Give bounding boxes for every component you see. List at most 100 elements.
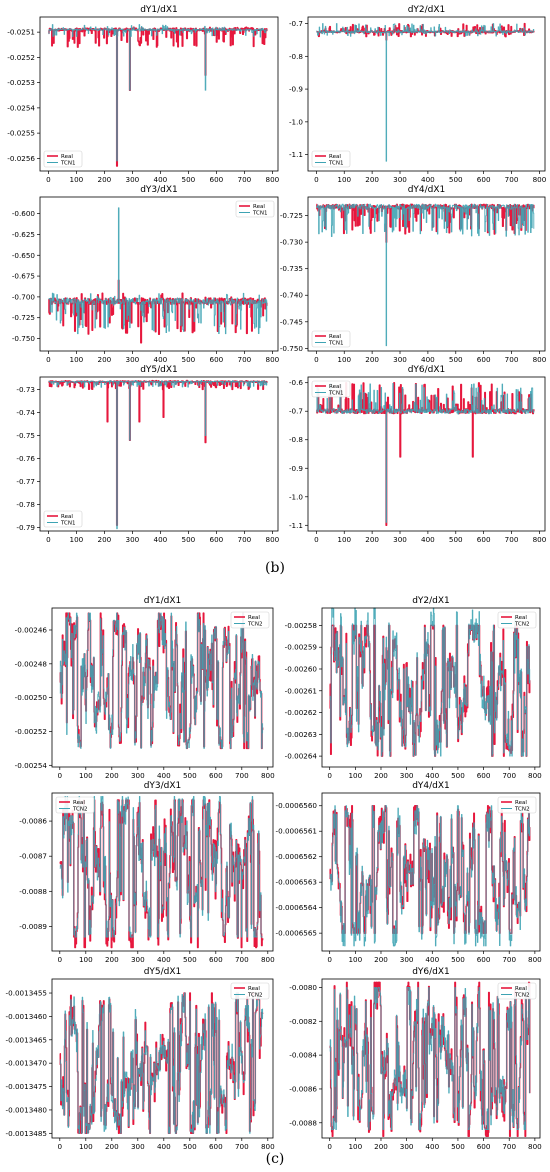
chart-b-2: dY2/dX1 0 100 200 300 400 500 600 700 800 -0.7 -0.8… <box>289 5 547 184</box>
y-tick-label: -0.00262 <box>285 708 317 717</box>
axes-frame <box>321 792 541 952</box>
x-tick-label: 100 <box>348 1142 362 1151</box>
y-tick-label: -0.750 <box>12 334 36 343</box>
x-tick-label: 200 <box>365 355 379 364</box>
y-tick-label: -0.9 <box>289 464 303 473</box>
x-tick-label: 300 <box>131 771 145 780</box>
x-tick-label: 500 <box>183 1142 197 1151</box>
x-tick-label: 200 <box>374 771 388 780</box>
y-tick-label: -0.76 <box>16 454 35 463</box>
x-tick-label: 400 <box>421 535 435 544</box>
series-line-real <box>329 624 531 757</box>
y-tick-label: -0.0080 <box>289 983 317 992</box>
x-tick-label: 300 <box>126 355 140 364</box>
x-tick-label: 400 <box>425 955 439 964</box>
x-tick-label: 0 <box>46 535 51 544</box>
x-tick-label: 100 <box>70 355 84 364</box>
y-tick-label: -0.650 <box>12 251 36 260</box>
x-tick-label: 800 <box>261 771 275 780</box>
x-tick-label: 600 <box>209 1142 223 1151</box>
legend-label: Real <box>515 986 527 992</box>
legend-label: Real <box>329 154 341 160</box>
x-tick-label: 500 <box>449 535 463 544</box>
x-tick-label: 600 <box>477 955 491 964</box>
x-tick-label: 500 <box>183 955 197 964</box>
x-tick-label: 0 <box>314 175 319 184</box>
y-tick-label: -0.00259 <box>285 643 318 652</box>
x-tick-label: 200 <box>365 175 379 184</box>
y-tick-label: -0.0006560 <box>276 801 318 810</box>
chart-title: dY1/dX1 <box>144 596 182 606</box>
x-tick-label: 600 <box>210 355 224 364</box>
legend-label: TCN2 <box>247 622 263 628</box>
y-tick-label: -0.625 <box>12 230 35 239</box>
legend-label: TCN2 <box>72 807 88 813</box>
x-tick-label: 700 <box>505 355 519 364</box>
axes-frame <box>307 196 546 352</box>
chart-title: dY2/dX1 <box>412 596 450 606</box>
x-tick-label: 600 <box>477 175 491 184</box>
x-tick-label: 500 <box>451 1142 465 1151</box>
chart-c-3: dY3/dX1 0 100 200 300 400 500 600 700 800 -0.0086 -… <box>19 781 275 964</box>
series-line-tcn2 <box>329 805 531 947</box>
y-tick-label: -0.00263 <box>285 730 317 739</box>
legend-label: TCN1 <box>60 521 76 527</box>
x-tick-label: 800 <box>533 355 547 364</box>
chart-b-1: dY1/dX1 0 100 200 300 400 500 600 700 800 -0.0251 -… <box>7 5 279 184</box>
x-tick-label: 400 <box>154 535 168 544</box>
axes-frame <box>51 792 274 952</box>
y-tick-label: -0.0006563 <box>276 878 317 887</box>
y-tick-label: -0.0087 <box>19 852 47 861</box>
y-tick-label: -0.00264 <box>285 752 318 761</box>
y-tick-label: -0.00254 <box>15 761 48 770</box>
y-tick-label: -0.0089 <box>19 922 47 931</box>
x-tick-label: 700 <box>238 355 252 364</box>
y-tick-label: -1.0 <box>289 492 303 501</box>
legend-label: Real <box>515 800 527 806</box>
x-tick-label: 300 <box>131 955 145 964</box>
y-tick-label: -0.73 <box>16 385 35 394</box>
legend-label: TCN2 <box>247 993 263 999</box>
axes-frame <box>51 607 274 768</box>
x-tick-label: 400 <box>421 355 435 364</box>
x-tick-label: 600 <box>477 355 491 364</box>
y-tick-label: -0.675 <box>12 272 35 281</box>
chart-title: dY3/dX1 <box>144 781 182 791</box>
x-tick-label: 800 <box>533 175 547 184</box>
x-tick-label: 600 <box>209 771 223 780</box>
y-tick-label: -0.725 <box>280 211 303 220</box>
x-tick-label: 100 <box>348 771 362 780</box>
chart-b-6: dY6/dX1 0 100 200 300 400 500 600 700 800 -0.6 -0.7… <box>289 365 547 544</box>
chart-title: dY5/dX1 <box>140 365 178 375</box>
chart-c-4: dY4/dX1 0 100 200 300 400 500 600 700 800 -0.00065… <box>276 781 543 964</box>
x-tick-label: 400 <box>421 175 435 184</box>
y-tick-label: -0.0253 <box>7 78 35 87</box>
y-tick-label: -0.0084 <box>289 1051 317 1060</box>
chart-b-4: dY4/dX1 0 100 200 300 400 500 600 700 800 -0.725 -0… <box>280 185 547 364</box>
y-tick-label: -0.0256 <box>7 154 35 163</box>
series-line-tcn1 <box>316 203 535 347</box>
x-tick-label: 500 <box>451 955 465 964</box>
chart-c-2: dY2/dX1 0 100 200 300 400 500 600 700 800 -0.00258… <box>285 596 542 780</box>
y-tick-label: -0.725 <box>12 313 35 322</box>
y-tick-label: -0.00248 <box>15 659 48 668</box>
x-tick-label: 100 <box>70 175 84 184</box>
x-tick-label: 600 <box>477 1142 491 1151</box>
panel-c-label: (c) <box>266 1151 285 1167</box>
y-tick-label: -0.0086 <box>19 817 47 826</box>
y-tick-label: -0.77 <box>16 477 35 486</box>
legend-label: Real <box>73 800 85 806</box>
x-tick-label: 0 <box>327 1142 332 1151</box>
series-line-real <box>48 26 268 167</box>
chart-title: dY6/dX1 <box>412 967 450 977</box>
y-tick-label: -0.0254 <box>7 103 35 112</box>
y-tick-label: -0.0088 <box>289 1118 317 1127</box>
x-tick-label: 200 <box>374 1142 388 1151</box>
y-tick-label: -0.700 <box>12 292 36 301</box>
y-tick-label: -0.0252 <box>7 53 35 62</box>
y-tick-label: -0.0088 <box>19 887 47 896</box>
